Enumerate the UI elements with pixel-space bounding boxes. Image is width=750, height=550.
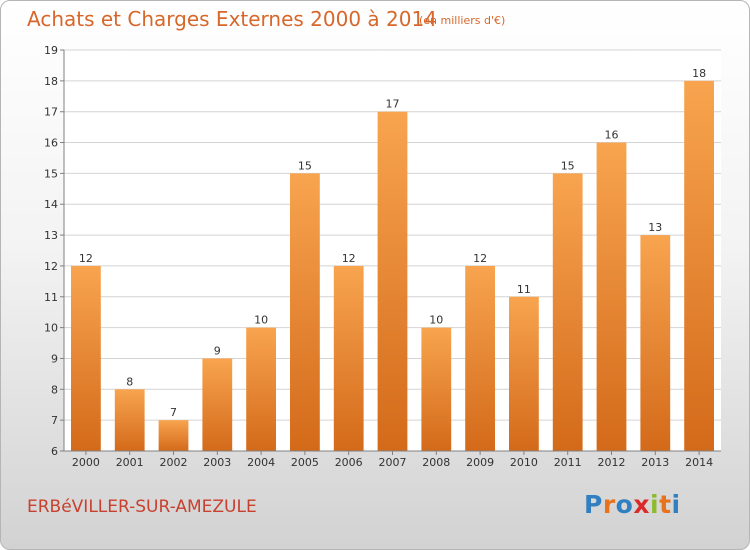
- bar: [509, 296, 539, 451]
- bar-value-label: 7: [170, 406, 177, 419]
- location-name: ERBéVILLER-SUR-AMEZULE: [27, 497, 257, 517]
- x-tick-label: 2000: [72, 456, 100, 469]
- bar: [377, 111, 408, 451]
- bar: [158, 420, 189, 451]
- proxiti-logo: Proxiti: [584, 490, 681, 519]
- x-tick-label: 2008: [422, 456, 450, 469]
- bar-value-label: 10: [429, 314, 443, 327]
- bar-value-label: 18: [692, 67, 706, 80]
- bar: [202, 358, 233, 451]
- x-tick-label: 2010: [510, 456, 538, 469]
- bar: [596, 142, 627, 452]
- bar: [684, 80, 714, 451]
- x-tick-label: 2012: [598, 456, 626, 469]
- y-tick-label: 15: [44, 167, 58, 180]
- bar: [421, 327, 452, 451]
- chart-unit-label: (en milliers d'€): [419, 14, 506, 27]
- x-tick-label: 2002: [160, 456, 188, 469]
- bar-value-label: 17: [386, 98, 400, 111]
- bars: [71, 80, 714, 452]
- x-tick-label: 2001: [116, 456, 144, 469]
- y-tick-label: 17: [44, 106, 58, 119]
- bar-value-label: 15: [561, 159, 575, 172]
- y-tick-label: 7: [51, 414, 58, 427]
- bar: [465, 265, 495, 451]
- labels: 6 7 8 9 10 11 12 13 14 15 16 17 18 19 12 2000 8 2001 7 2002…: [44, 44, 713, 469]
- logo-letter: t: [659, 490, 672, 519]
- bar: [246, 327, 276, 451]
- y-tick-label: 13: [44, 229, 58, 242]
- logo-letter: i: [650, 490, 660, 519]
- bar-value-label: 16: [605, 129, 619, 142]
- bar: [71, 265, 101, 451]
- bar-value-label: 8: [126, 375, 133, 388]
- bar-value-label: 12: [342, 252, 356, 265]
- x-tick-label: 2014: [685, 456, 713, 469]
- y-tick-label: 16: [44, 137, 58, 150]
- x-tick-label: 2003: [203, 456, 231, 469]
- bar-value-label: 13: [648, 221, 662, 234]
- bar-value-label: 11: [517, 283, 531, 296]
- y-tick-label: 9: [51, 352, 58, 365]
- y-tick-label: 12: [44, 260, 58, 273]
- bar-value-label: 15: [298, 159, 312, 172]
- bar-value-label: 9: [214, 344, 221, 357]
- y-tick-label: 8: [51, 383, 58, 396]
- bar-value-label: 10: [254, 314, 268, 327]
- x-tick-label: 2004: [247, 456, 275, 469]
- x-tick-label: 2013: [641, 456, 669, 469]
- y-tick-label: 11: [44, 291, 58, 304]
- y-tick-label: 10: [44, 322, 58, 335]
- bar-value-label: 12: [79, 252, 93, 265]
- bar-value-label: 12: [473, 252, 487, 265]
- x-tick-label: 2009: [466, 456, 494, 469]
- y-tick-label: 19: [44, 44, 58, 57]
- x-tick-label: 2011: [554, 456, 582, 469]
- logo-letter: i: [671, 490, 681, 519]
- bar: [114, 389, 145, 451]
- bar: [552, 173, 583, 451]
- bar: [640, 235, 671, 451]
- bar: [290, 173, 320, 451]
- logo-letter: x: [633, 490, 650, 519]
- chart-title: Achats et Charges Externes 2000 à 2014: [27, 7, 437, 31]
- logo-letter: o: [615, 490, 634, 519]
- logo-letter: r: [602, 490, 616, 519]
- x-tick-label: 2005: [291, 456, 319, 469]
- y-tick-label: 6: [51, 445, 58, 458]
- axes: [60, 49, 721, 455]
- bar: [333, 265, 364, 451]
- y-tick-label: 14: [44, 198, 58, 211]
- x-tick-label: 2007: [379, 456, 407, 469]
- x-tick-label: 2006: [335, 456, 363, 469]
- y-tick-label: 18: [44, 75, 58, 88]
- logo-letter: P: [584, 490, 603, 519]
